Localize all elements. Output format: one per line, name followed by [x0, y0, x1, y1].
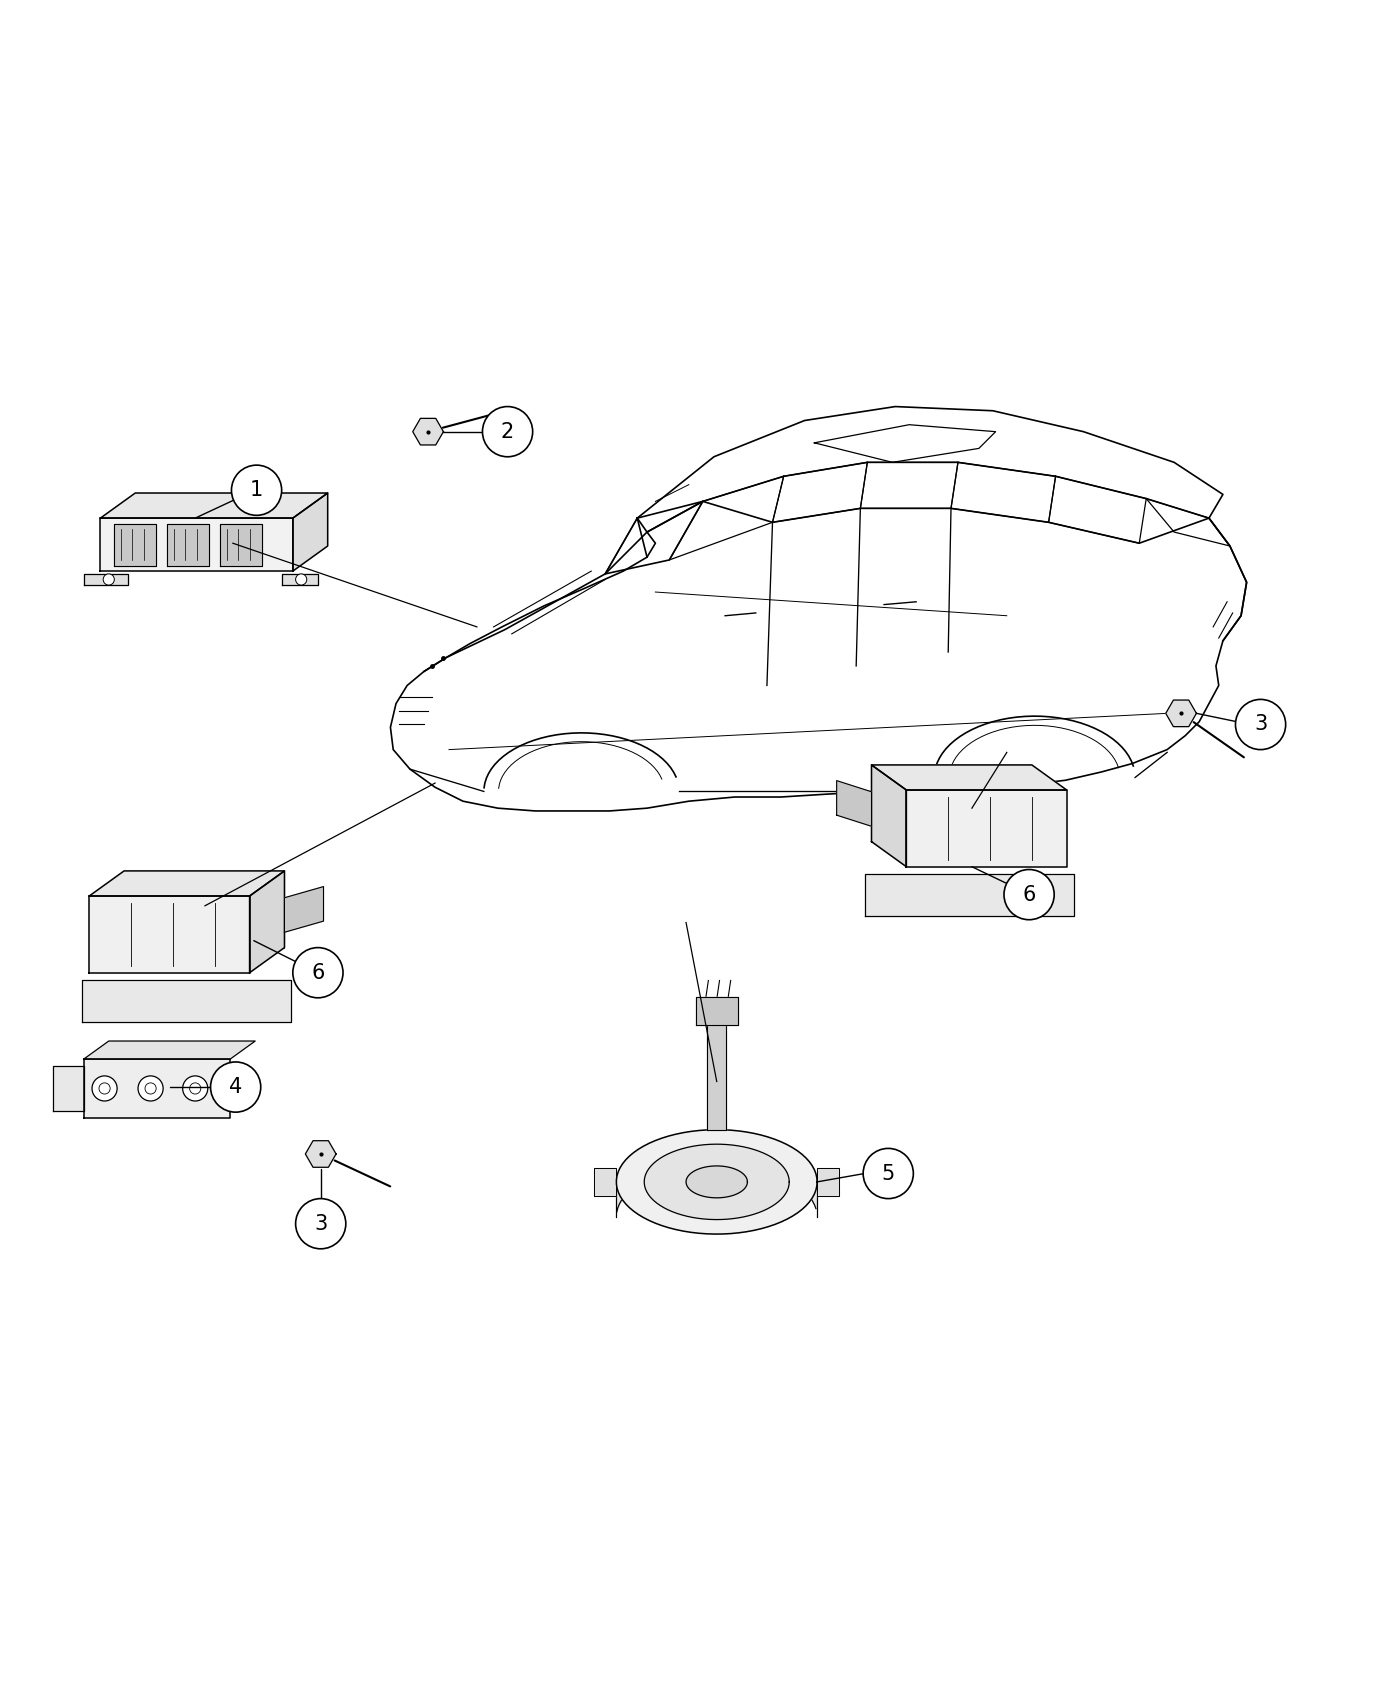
Polygon shape — [101, 518, 293, 571]
Polygon shape — [872, 765, 1067, 790]
Circle shape — [1004, 869, 1054, 920]
Polygon shape — [837, 780, 872, 826]
Polygon shape — [872, 765, 1032, 842]
Polygon shape — [644, 1144, 790, 1219]
Polygon shape — [84, 575, 129, 585]
Circle shape — [1235, 699, 1285, 750]
Text: 3: 3 — [314, 1214, 328, 1234]
Polygon shape — [413, 418, 444, 445]
Polygon shape — [594, 1168, 616, 1195]
Polygon shape — [84, 1059, 230, 1117]
Polygon shape — [83, 979, 291, 1022]
Polygon shape — [53, 1066, 84, 1110]
Polygon shape — [84, 1040, 255, 1059]
Text: 2: 2 — [501, 422, 514, 442]
Circle shape — [293, 947, 343, 998]
Circle shape — [182, 1076, 207, 1102]
Polygon shape — [249, 870, 284, 972]
Polygon shape — [125, 870, 284, 947]
Polygon shape — [284, 887, 323, 932]
Polygon shape — [872, 765, 906, 867]
Circle shape — [210, 1062, 260, 1112]
Text: 6: 6 — [311, 962, 325, 983]
Text: 1: 1 — [251, 479, 263, 500]
Circle shape — [295, 575, 307, 585]
Polygon shape — [101, 493, 328, 518]
Circle shape — [231, 466, 281, 515]
Polygon shape — [865, 874, 1074, 916]
Polygon shape — [1166, 700, 1197, 726]
Text: 3: 3 — [1254, 714, 1267, 734]
Circle shape — [139, 1076, 164, 1102]
Polygon shape — [281, 575, 318, 585]
Circle shape — [483, 406, 532, 457]
Polygon shape — [906, 790, 1067, 867]
Circle shape — [104, 575, 115, 585]
Circle shape — [295, 1198, 346, 1250]
Polygon shape — [707, 1018, 727, 1130]
Polygon shape — [616, 1130, 818, 1234]
Text: 4: 4 — [230, 1078, 242, 1096]
Circle shape — [864, 1149, 913, 1198]
Polygon shape — [818, 1168, 840, 1195]
Polygon shape — [293, 493, 328, 571]
Circle shape — [92, 1076, 118, 1102]
Text: 6: 6 — [1022, 884, 1036, 904]
Polygon shape — [686, 1166, 748, 1198]
Polygon shape — [220, 524, 262, 566]
Polygon shape — [115, 524, 157, 566]
Polygon shape — [305, 1141, 336, 1168]
Polygon shape — [168, 524, 209, 566]
Polygon shape — [90, 870, 284, 896]
Polygon shape — [696, 998, 738, 1025]
Polygon shape — [90, 896, 249, 972]
Text: 5: 5 — [882, 1163, 895, 1183]
